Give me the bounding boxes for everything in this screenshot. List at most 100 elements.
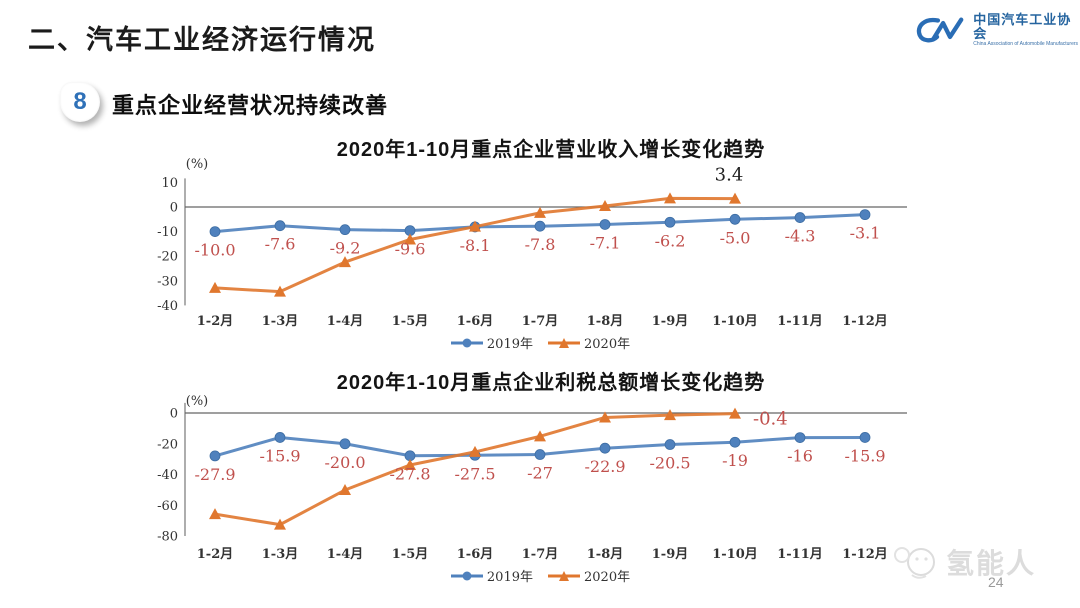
data-point-2019年: [794, 212, 806, 223]
data-point-2019年: [274, 220, 286, 232]
page-number: 24: [988, 574, 1004, 590]
legend-marker-icon-2019年: [450, 338, 483, 347]
data-point-2020年: [729, 192, 741, 204]
x-tick-label: 1-3月: [262, 547, 299, 562]
data-point-2019年: [274, 432, 286, 443]
data-point-2019年: [729, 213, 741, 225]
data-label: -7.6: [265, 235, 296, 254]
data-point-2020年: [404, 458, 416, 470]
legend-label: 2020年: [584, 570, 631, 585]
data-point-2019年: [599, 219, 611, 230]
annotation--0.4: -0.4: [753, 409, 788, 430]
legend-marker-icon-2020年: [548, 337, 580, 348]
data-label: -27.5: [454, 464, 495, 483]
data-label: -27.8: [389, 465, 430, 484]
x-tick-label: 1-8月: [587, 314, 624, 329]
data-label: -16: [787, 447, 813, 466]
data-point-2019年: [209, 226, 221, 237]
legend-item-2019年: 2019年: [450, 333, 533, 352]
data-label: -3.1: [850, 224, 881, 243]
data-point-2020年: [599, 411, 611, 423]
x-tick-label: 1-2月: [197, 314, 234, 329]
data-label: -20.5: [649, 454, 690, 473]
data-point-2019年: [534, 220, 546, 232]
data-point-2020年: [404, 233, 416, 245]
data-label: -5.0: [720, 228, 751, 247]
data-point-2020年: [209, 508, 221, 520]
profit-tax-chart: (%) 0 -20 -40 -60 -80 1-2月 1-3月 1-4月 1-5月 1-6月 1-7月…: [157, 395, 907, 562]
data-point-2019年: [339, 438, 351, 450]
x-tick-label: 1-4月: [327, 314, 364, 329]
legend-label: 2019年: [486, 337, 533, 352]
y-tick-label: -40: [157, 299, 178, 314]
data-point-2019年: [599, 442, 611, 454]
y-tick-label: -60: [157, 499, 178, 514]
data-point-2020年: [339, 484, 351, 496]
x-tick-label: 1-6月: [457, 547, 494, 562]
data-point-2019年: [794, 432, 806, 443]
data-point-2020年: [339, 256, 351, 268]
data-label: -15.9: [844, 446, 885, 465]
data-label: -22.9: [584, 457, 625, 476]
y-tick-label: -40: [157, 468, 178, 483]
x-tick-label: 1-8月: [587, 547, 624, 562]
data-label: -10.0: [194, 241, 235, 260]
data-label: -6.2: [655, 231, 686, 250]
x-tick-label: 1-10月: [712, 314, 758, 329]
x-tick-label: 1-5月: [392, 314, 429, 329]
profit-tax-chart-legend: 2019年 2020年: [150, 566, 930, 585]
data-point-2020年: [664, 409, 676, 421]
data-point-2020年: [469, 445, 481, 457]
legend-marker-icon-2019年: [450, 571, 483, 580]
x-tick-label: 1-9月: [652, 547, 689, 562]
watermark-mascot-icon: [894, 547, 935, 579]
data-point-2019年: [729, 436, 741, 448]
logo-name-en: China Association of Automobile Manufact…: [973, 40, 1079, 47]
slide-subtitle: 重点企业经营状况持续改善: [112, 93, 389, 118]
legend-item-2020年: 2020年: [547, 333, 630, 352]
data-label: -27: [527, 464, 553, 483]
data-point-2020年: [274, 518, 286, 530]
y-tick-label: 0: [170, 407, 178, 422]
legend-label: 2020年: [584, 337, 631, 352]
data-point-2019年: [859, 432, 871, 443]
logo-name-cn: 中国汽车工业协会: [973, 11, 1072, 42]
data-point-2020年: [664, 192, 676, 204]
legend-item-2020年: 2020年: [547, 566, 630, 585]
x-tick-label: 1-3月: [262, 314, 299, 329]
x-tick-label: 1-11月: [777, 314, 823, 329]
data-label: -8.1: [460, 236, 491, 255]
data-point-2020年: [534, 430, 546, 442]
section-title: 二、汽车工业经济运行情况: [28, 25, 376, 55]
watermark-text: 氢能人: [946, 548, 1037, 579]
data-point-2020年: [534, 206, 546, 218]
legend-item-2019年: 2019年: [450, 566, 533, 585]
x-tick-label: 1-12月: [842, 314, 888, 329]
y-tick-label: -20: [157, 437, 178, 452]
data-label: -7.8: [525, 235, 556, 254]
y-tick-label: 0: [170, 201, 178, 216]
data-label: -9.6: [395, 240, 426, 259]
x-tick-label: 1-4月: [327, 547, 364, 562]
y-tick-label: 10: [161, 176, 178, 191]
data-point-2019年: [534, 449, 546, 460]
y-tick-label: -80: [157, 530, 178, 545]
data-point-2020年: [599, 200, 611, 212]
y-axis-unit-label: (%): [186, 157, 209, 172]
revenue-chart: (%) 10 0 -10 -20 -30 -40 1-2月 1-3月 1-4月 1-5月 1-6月 1-…: [157, 157, 907, 329]
data-label: -27.9: [194, 465, 235, 484]
y-tick-label: -10: [157, 225, 178, 240]
x-tick-label: 1-9月: [652, 314, 689, 329]
data-label: -19: [722, 451, 748, 470]
x-tick-label: 1-7月: [522, 314, 559, 329]
data-point-2019年: [664, 439, 676, 450]
x-tick-label: 1-12月: [842, 547, 888, 562]
data-point-2020年: [469, 220, 481, 232]
revenue-chart-legend: 2019年 2020年: [150, 333, 930, 352]
data-label: -4.3: [785, 227, 816, 246]
x-tick-label: 1-2月: [197, 547, 234, 562]
data-point-2019年: [664, 216, 676, 228]
data-label: -15.9: [259, 446, 300, 465]
caam-logo-icon: [916, 17, 964, 43]
